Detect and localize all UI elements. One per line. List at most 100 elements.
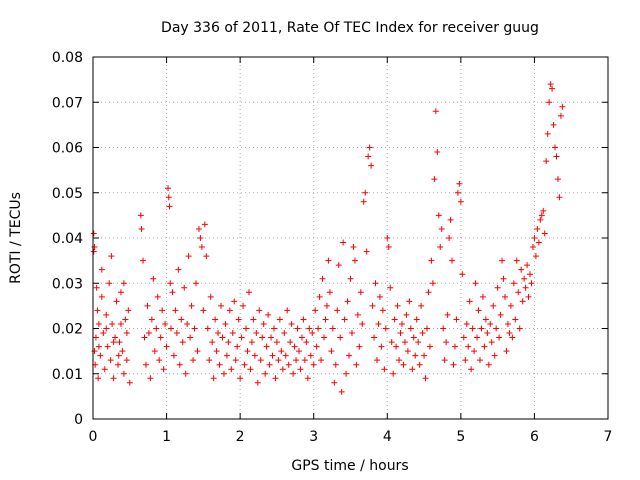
- data-point: [140, 257, 147, 264]
- data-point: [291, 343, 298, 350]
- x-tick-label-1: 1: [162, 429, 171, 445]
- data-point: [212, 316, 219, 323]
- data-point: [90, 230, 97, 237]
- data-point: [550, 121, 557, 128]
- data-point: [484, 330, 491, 337]
- data-point: [256, 307, 263, 314]
- data-point: [240, 302, 247, 309]
- data-point: [138, 225, 145, 232]
- data-point: [371, 334, 378, 341]
- data-point: [231, 298, 238, 305]
- data-point: [449, 257, 456, 264]
- data-point: [522, 284, 529, 291]
- data-point: [298, 334, 305, 341]
- data-point: [472, 280, 479, 287]
- data-point: [187, 334, 194, 341]
- data-point: [404, 348, 411, 355]
- data-point: [334, 307, 341, 314]
- data-point: [387, 284, 394, 291]
- data-point: [456, 180, 463, 187]
- x-tick-label-3: 3: [309, 429, 318, 445]
- data-point: [154, 293, 161, 300]
- data-point: [499, 257, 506, 264]
- data-point: [104, 343, 111, 350]
- data-point: [229, 330, 236, 337]
- data-point: [106, 280, 113, 287]
- data-point: [243, 325, 250, 332]
- data-point: [91, 348, 98, 355]
- data-point: [198, 244, 205, 251]
- data-point: [204, 325, 211, 332]
- x-tick-label-0: 0: [89, 429, 98, 445]
- axis-ticks: 0 1 2 3 4 5 6 7 0 0.01 0.02 0.03 0.04 0.05 0.06 0.07 0.0…: [52, 50, 613, 445]
- data-point: [200, 307, 207, 314]
- data-point: [309, 330, 316, 337]
- data-point: [354, 311, 361, 318]
- data-point: [303, 339, 310, 346]
- data-point: [296, 348, 302, 355]
- data-point: [553, 153, 560, 160]
- data-point: [225, 339, 232, 346]
- data-point: [125, 307, 132, 314]
- data-point: [293, 357, 300, 364]
- data-point: [460, 334, 467, 341]
- data-point: [515, 289, 522, 296]
- data-point: [167, 280, 174, 287]
- data-point: [382, 325, 389, 332]
- data-point: [301, 357, 308, 364]
- data-point: [253, 330, 260, 337]
- data-point: [107, 357, 114, 364]
- data-point: [532, 253, 539, 260]
- data-point: [144, 302, 151, 309]
- data-point: [117, 320, 124, 327]
- data-point: [524, 262, 531, 269]
- data-point: [206, 357, 213, 364]
- data-point: [390, 370, 397, 377]
- data-point: [375, 320, 382, 327]
- x-tick-label-5: 5: [456, 429, 465, 445]
- data-point: [137, 212, 144, 219]
- data-point: [443, 339, 450, 346]
- data-point: [422, 375, 429, 382]
- data-point: [325, 257, 332, 264]
- data-point: [117, 289, 124, 296]
- data-point: [160, 366, 167, 373]
- data-point: [119, 348, 126, 355]
- data-point: [316, 293, 323, 300]
- data-point: [116, 339, 123, 346]
- data-point: [471, 348, 478, 355]
- data-point: [440, 325, 447, 332]
- data-point: [368, 162, 375, 169]
- y-tick-label-0: 0: [74, 412, 83, 428]
- x-axis-label: GPS time / hours: [291, 458, 408, 474]
- data-point: [97, 352, 104, 359]
- data-point: [188, 302, 195, 309]
- data-point: [421, 352, 428, 359]
- data-point: [412, 352, 419, 359]
- data-point: [338, 388, 345, 395]
- data-point: [357, 289, 364, 296]
- data-point: [194, 348, 201, 355]
- data-point: [376, 293, 383, 300]
- data-point: [245, 289, 252, 296]
- data-point: [254, 379, 261, 386]
- data-point: [454, 189, 461, 196]
- data-point: [329, 325, 336, 332]
- data-point: [529, 244, 536, 251]
- data-point: [153, 325, 160, 332]
- data-point: [465, 343, 472, 350]
- data-point: [478, 325, 485, 332]
- data-point: [431, 176, 438, 183]
- data-point: [494, 284, 501, 291]
- data-point: [554, 176, 561, 183]
- data-point: [453, 316, 460, 323]
- data-point: [429, 280, 436, 287]
- data-point: [163, 343, 170, 350]
- data-point: [510, 280, 517, 287]
- data-point: [257, 357, 264, 364]
- data-point: [513, 257, 520, 264]
- data-point: [401, 339, 408, 346]
- y-tick-label-7: 0.07: [52, 95, 83, 111]
- plot-frame: [92, 56, 609, 420]
- data-point: [142, 361, 149, 368]
